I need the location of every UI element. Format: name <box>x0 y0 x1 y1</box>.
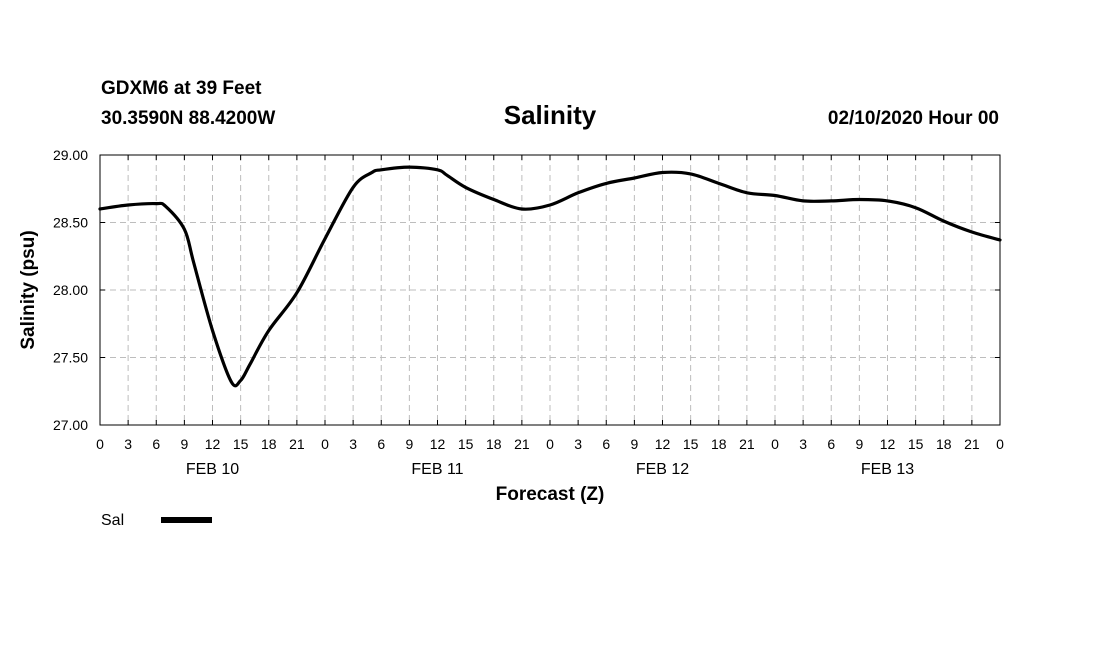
legend-label: Sal <box>101 512 124 529</box>
x-tick-label: 12 <box>205 436 221 452</box>
x-axis-label: Forecast (Z) <box>496 484 605 505</box>
plot-frame <box>99 154 1001 426</box>
chart-title: Salinity <box>504 100 597 130</box>
x-tick-label: 6 <box>827 436 835 452</box>
date-label: FEB 13 <box>861 461 914 478</box>
x-tick-label: 15 <box>683 436 699 452</box>
x-tick-label: 3 <box>574 436 582 452</box>
x-tick-label: 3 <box>124 436 132 452</box>
grid <box>100 155 1000 425</box>
x-tick-label: 9 <box>855 436 863 452</box>
x-tick-label: 21 <box>289 436 305 452</box>
location-label: 30.3590N 88.4200W <box>101 108 275 129</box>
y-tick-labels: 27.00 27.50 28.00 28.50 29.00 <box>53 147 88 433</box>
y-tick-label: 29.00 <box>53 147 88 163</box>
y-tick-label: 28.50 <box>53 215 88 231</box>
run-label: 02/10/2020 Hour 00 <box>828 108 999 129</box>
x-tick-label: 21 <box>514 436 530 452</box>
x-tick-label: 21 <box>739 436 755 452</box>
x-tick-label: 18 <box>486 436 502 452</box>
x-tick-label: 15 <box>458 436 474 452</box>
x-tick-label: 9 <box>630 436 638 452</box>
y-tick-label: 27.50 <box>53 350 88 366</box>
x-tick-label: 12 <box>880 436 896 452</box>
x-tick-label: 21 <box>964 436 980 452</box>
x-tick-labels: 0 3 6 9 12 15 18 21 0 3 6 9 12 15 18 21 0 3 6 9 12 15 18 21 0 3 6 9… <box>96 436 1004 452</box>
x-tick-label: 12 <box>430 436 446 452</box>
x-tick-label: 0 <box>321 436 329 452</box>
x-tick-label: 3 <box>799 436 807 452</box>
x-tick-label: 0 <box>771 436 779 452</box>
x-tick-label: 18 <box>711 436 727 452</box>
y-tick-label: 28.00 <box>53 282 88 298</box>
x-tick-label: 0 <box>996 436 1004 452</box>
x-tick-label: 9 <box>405 436 413 452</box>
station-label: GDXM6 at 39 Feet <box>101 78 262 99</box>
x-tick-label: 6 <box>377 436 385 452</box>
date-label: FEB 12 <box>636 461 689 478</box>
x-tick-label: 3 <box>349 436 357 452</box>
y-tick-label: 27.00 <box>53 417 88 433</box>
date-label: FEB 11 <box>411 461 463 478</box>
x-tick-label: 12 <box>655 436 671 452</box>
date-label: FEB 10 <box>186 461 239 478</box>
x-tick-label: 0 <box>546 436 554 452</box>
x-tick-label: 15 <box>233 436 249 452</box>
x-tick-label: 6 <box>152 436 160 452</box>
x-tick-label: 18 <box>261 436 277 452</box>
x-tick-label: 9 <box>180 436 188 452</box>
x-tick-label: 0 <box>96 436 104 452</box>
series-line-sal <box>98 165 1002 388</box>
x-tick-label: 6 <box>602 436 610 452</box>
axis-ticks <box>99 154 1001 426</box>
y-axis-label: Salinity (psu) <box>18 230 39 349</box>
date-labels: FEB 10 FEB 11 FEB 12 FEB 13 <box>186 461 914 478</box>
x-tick-label: 18 <box>936 436 952 452</box>
x-tick-label: 15 <box>908 436 924 452</box>
